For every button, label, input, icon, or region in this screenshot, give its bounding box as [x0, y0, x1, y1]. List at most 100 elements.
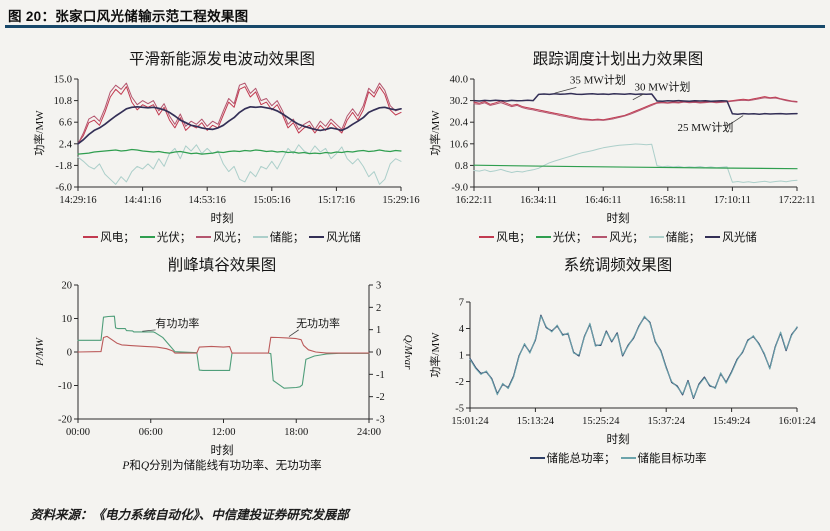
legend-item: 风光储	[705, 229, 757, 245]
chart-legend: 储能总功率； 储能目标功率	[529, 450, 707, 466]
svg-text:20: 20	[61, 281, 72, 292]
svg-text:15:17:16: 15:17:16	[317, 195, 354, 206]
legend-swatch	[620, 457, 636, 459]
svg-text:14:41:16: 14:41:16	[123, 195, 160, 206]
svg-text:3: 3	[376, 281, 381, 292]
chart-title: 跟踪调度计划出力效果图	[532, 51, 704, 68]
caption-text: P	[122, 460, 130, 472]
svg-text:-20: -20	[58, 415, 72, 426]
legend-item: 风光；	[196, 229, 248, 245]
legend-label: 风电；	[100, 232, 135, 244]
chart-panel-tracking: 跟踪调度计划出力效果图 40.0 30.2 20.4 10.6 0.8 -9.0 16:22…	[424, 50, 815, 245]
legend-item: 储能；	[252, 229, 305, 245]
annotation-label: 25 MW计划	[677, 121, 733, 134]
svg-text:15:37:24: 15:37:24	[647, 416, 685, 427]
svg-text:16:01:24: 16:01:24	[778, 416, 816, 427]
svg-text:16:22:11: 16:22:11	[455, 195, 492, 206]
annotation-label: 无功功率	[296, 316, 340, 330]
svg-text:16:34:11: 16:34:11	[520, 195, 557, 206]
legend-item: 储能总功率；	[529, 450, 616, 466]
legend-swatch	[252, 236, 268, 238]
svg-text:40.0: 40.0	[449, 75, 467, 86]
chart-panel-peak-shaving: 削峰填谷效果图 20 10 0 -10 -20 3 2 1 0 -1 -2 -3 00:00 06:00 1…	[28, 256, 416, 473]
line-chart-frequency: 7 4 1 -2 -515:01:24 15:13:24 15:25:24 15:37:24 1…	[428, 298, 816, 428]
legend-label: 光伏；	[552, 232, 588, 244]
svg-text:10.8: 10.8	[53, 96, 71, 107]
caption-text: Q	[140, 460, 150, 472]
series-风电	[473, 96, 797, 121]
legend-label: 储能总功率；	[546, 453, 616, 465]
svg-text:Q/Mvar: Q/Mvar	[402, 335, 414, 371]
svg-text:17:22:11: 17:22:11	[778, 195, 815, 206]
svg-text:15:29:16: 15:29:16	[382, 195, 419, 206]
legend-item: 风电；	[83, 229, 135, 245]
svg-text:18:00: 18:00	[284, 427, 308, 438]
svg-text:15:25:24: 15:25:24	[582, 416, 620, 427]
legend-swatch	[196, 236, 212, 238]
svg-text:10.6: 10.6	[449, 139, 467, 150]
header-rule	[5, 25, 825, 28]
x-axis-label: 时刻	[606, 434, 630, 446]
legend-label: 储能；	[269, 232, 305, 244]
series-储能目标功率	[469, 315, 797, 398]
caption-text: 和	[129, 460, 141, 472]
legend-swatch	[648, 236, 664, 238]
legend-label: 储能目标功率	[637, 453, 707, 465]
svg-text:12:00: 12:00	[211, 427, 235, 438]
svg-text:-10: -10	[58, 381, 72, 392]
svg-text:14:29:16: 14:29:16	[59, 195, 96, 206]
svg-text:17:10:11: 17:10:11	[713, 195, 750, 206]
svg-text:0: 0	[66, 348, 71, 359]
source-note: 资料来源：《电力系统自动化》、中信建投证券研究发展部	[30, 508, 349, 522]
series-有功功率	[76, 315, 370, 389]
svg-text:-5: -5	[455, 404, 464, 415]
svg-text:10: 10	[61, 314, 72, 325]
svg-text:15.0: 15.0	[53, 75, 71, 86]
svg-text:-9.0: -9.0	[451, 183, 468, 194]
svg-text:15:13:24: 15:13:24	[516, 416, 554, 427]
series-风光	[77, 82, 401, 145]
svg-text:6.6: 6.6	[58, 118, 71, 129]
legend-swatch	[529, 457, 545, 459]
legend-label: 光伏；	[156, 232, 192, 244]
caption-text: 分别为储能线有功功率、无功功率	[149, 460, 322, 472]
svg-text:0: 0	[376, 348, 381, 359]
svg-text:14:53:16: 14:53:16	[188, 195, 225, 206]
svg-text:15:49:24: 15:49:24	[712, 416, 750, 427]
svg-text:0.8: 0.8	[454, 161, 467, 172]
series-风光	[473, 97, 797, 121]
legend-swatch	[479, 236, 495, 238]
svg-text:P/MW: P/MW	[34, 337, 46, 367]
legend-label: 风光储	[326, 232, 361, 244]
chart-legend: 风电； 光伏； 风光； 储能； 风光储	[479, 229, 757, 245]
svg-text:20.4: 20.4	[449, 118, 468, 129]
annotation-label: 有功功率	[155, 316, 199, 330]
series-光伏	[472, 164, 798, 170]
svg-text:功率/MW: 功率/MW	[32, 110, 46, 156]
svg-text:1: 1	[458, 351, 463, 362]
legend-swatch	[535, 236, 551, 238]
legend-item: 储能；	[648, 229, 701, 245]
svg-text:00:00: 00:00	[66, 427, 90, 438]
svg-text:-6.0: -6.0	[55, 183, 72, 194]
annotation-label: 35 MW计划	[569, 73, 625, 86]
chart-panel-frequency: 系统调频效果图 7 4 1 -2 -5 15:01:24 15:13:24 15:25:24 1…	[424, 256, 816, 466]
svg-text:-2: -2	[455, 377, 464, 388]
legend-label: 储能；	[665, 232, 701, 244]
figure-header-title: 图 20：张家口风光储输示范工程效果图	[8, 9, 249, 24]
series-储能	[473, 143, 797, 184]
x-axis-label: 时刻	[210, 213, 234, 225]
svg-text:4: 4	[458, 324, 464, 335]
svg-text:16:46:11: 16:46:11	[584, 195, 621, 206]
legend-swatch	[139, 236, 155, 238]
legend-label: 风光；	[213, 232, 248, 244]
line-chart-tracking: 40.0 30.2 20.4 10.6 0.8 -9.016:22:11 16:34:11 1…	[428, 73, 815, 206]
legend-item: 风电；	[479, 229, 531, 245]
x-axis-label: 时刻	[210, 445, 234, 457]
svg-text:16:58:11: 16:58:11	[649, 195, 686, 206]
svg-text:15:05:16: 15:05:16	[253, 195, 290, 206]
chart-title: 削峰填谷效果图	[167, 257, 277, 274]
svg-text:功率/MW: 功率/MW	[428, 110, 442, 156]
legend-swatch	[309, 236, 325, 238]
